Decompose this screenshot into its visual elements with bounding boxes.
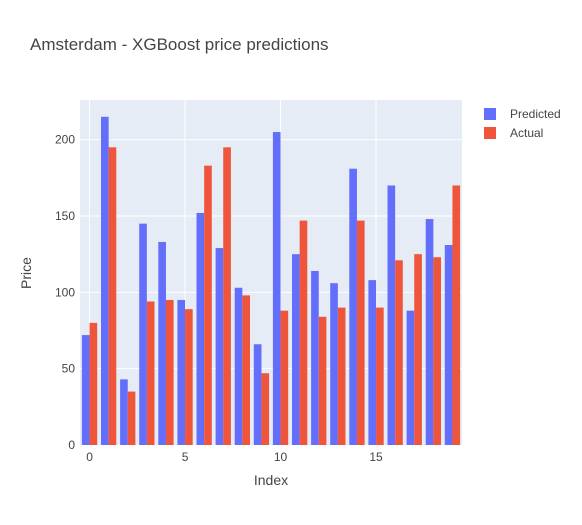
chart-title: Amsterdam - XGBoost price predictions [30, 35, 329, 54]
bar-actual-8 [242, 295, 250, 445]
bar-predicted-8 [234, 287, 243, 445]
bar-predicted-0 [81, 335, 90, 445]
bar-actual-19 [452, 185, 461, 445]
bars-group [81, 116, 461, 446]
y-tick-label: 100 [55, 285, 75, 299]
bar-actual-5 [185, 309, 193, 445]
bar-actual-15 [376, 307, 384, 445]
legend-swatch-actual [484, 127, 496, 139]
bar-predicted-7 [215, 248, 224, 445]
bar-actual-9 [261, 373, 270, 445]
bar-actual-0 [89, 322, 98, 445]
bar-actual-11 [299, 220, 308, 445]
bar-actual-12 [318, 316, 327, 445]
x-tick-label: 5 [182, 450, 189, 464]
legend: Predicted Actual [484, 107, 561, 140]
bar-actual-7 [223, 147, 231, 446]
bar-predicted-6 [196, 212, 205, 445]
bar-predicted-13 [330, 283, 338, 445]
legend-label-predicted: Predicted [510, 107, 561, 121]
bar-actual-18 [433, 257, 441, 445]
y-tick-label: 0 [68, 438, 75, 452]
bar-actual-17 [414, 254, 422, 445]
y-tick-labels: 0 50 100 150 200 [55, 133, 75, 452]
legend-label-actual: Actual [510, 126, 543, 140]
x-tick-label: 10 [274, 450, 288, 464]
bar-predicted-16 [387, 185, 396, 445]
bar-predicted-2 [120, 379, 128, 445]
y-axis-title: Price [18, 257, 34, 289]
bar-predicted-12 [311, 270, 319, 445]
bar-predicted-4 [158, 241, 166, 445]
bar-predicted-3 [139, 223, 147, 445]
bar-predicted-15 [368, 280, 377, 445]
bar-actual-6 [204, 165, 212, 445]
bar-predicted-14 [349, 168, 357, 445]
y-tick-label: 50 [62, 362, 76, 376]
bar-actual-10 [280, 310, 289, 445]
x-axis-title: Index [254, 472, 288, 488]
bar-predicted-19 [444, 245, 453, 445]
y-tick-label: 150 [55, 209, 75, 223]
x-tick-label: 0 [86, 450, 93, 464]
x-tick-labels: 0 5 10 15 [86, 450, 383, 464]
bar-predicted-11 [292, 254, 300, 445]
y-tick-label: 200 [55, 133, 75, 147]
plot-area [80, 100, 462, 445]
bar-predicted-9 [253, 344, 262, 445]
bar-actual-14 [356, 220, 365, 445]
bar-actual-1 [108, 147, 117, 446]
legend-swatch-predicted [484, 108, 496, 120]
bar-predicted-1 [101, 116, 109, 445]
bar-actual-3 [146, 301, 155, 445]
bar-predicted-10 [272, 132, 281, 445]
bar-predicted-17 [406, 310, 415, 445]
bar-actual-4 [165, 299, 174, 445]
bar-actual-16 [395, 260, 403, 445]
bar-predicted-18 [425, 219, 434, 445]
x-tick-label: 15 [369, 450, 383, 464]
bar-actual-13 [337, 307, 346, 445]
bar-predicted-5 [177, 299, 186, 445]
bar-actual-2 [127, 391, 136, 445]
